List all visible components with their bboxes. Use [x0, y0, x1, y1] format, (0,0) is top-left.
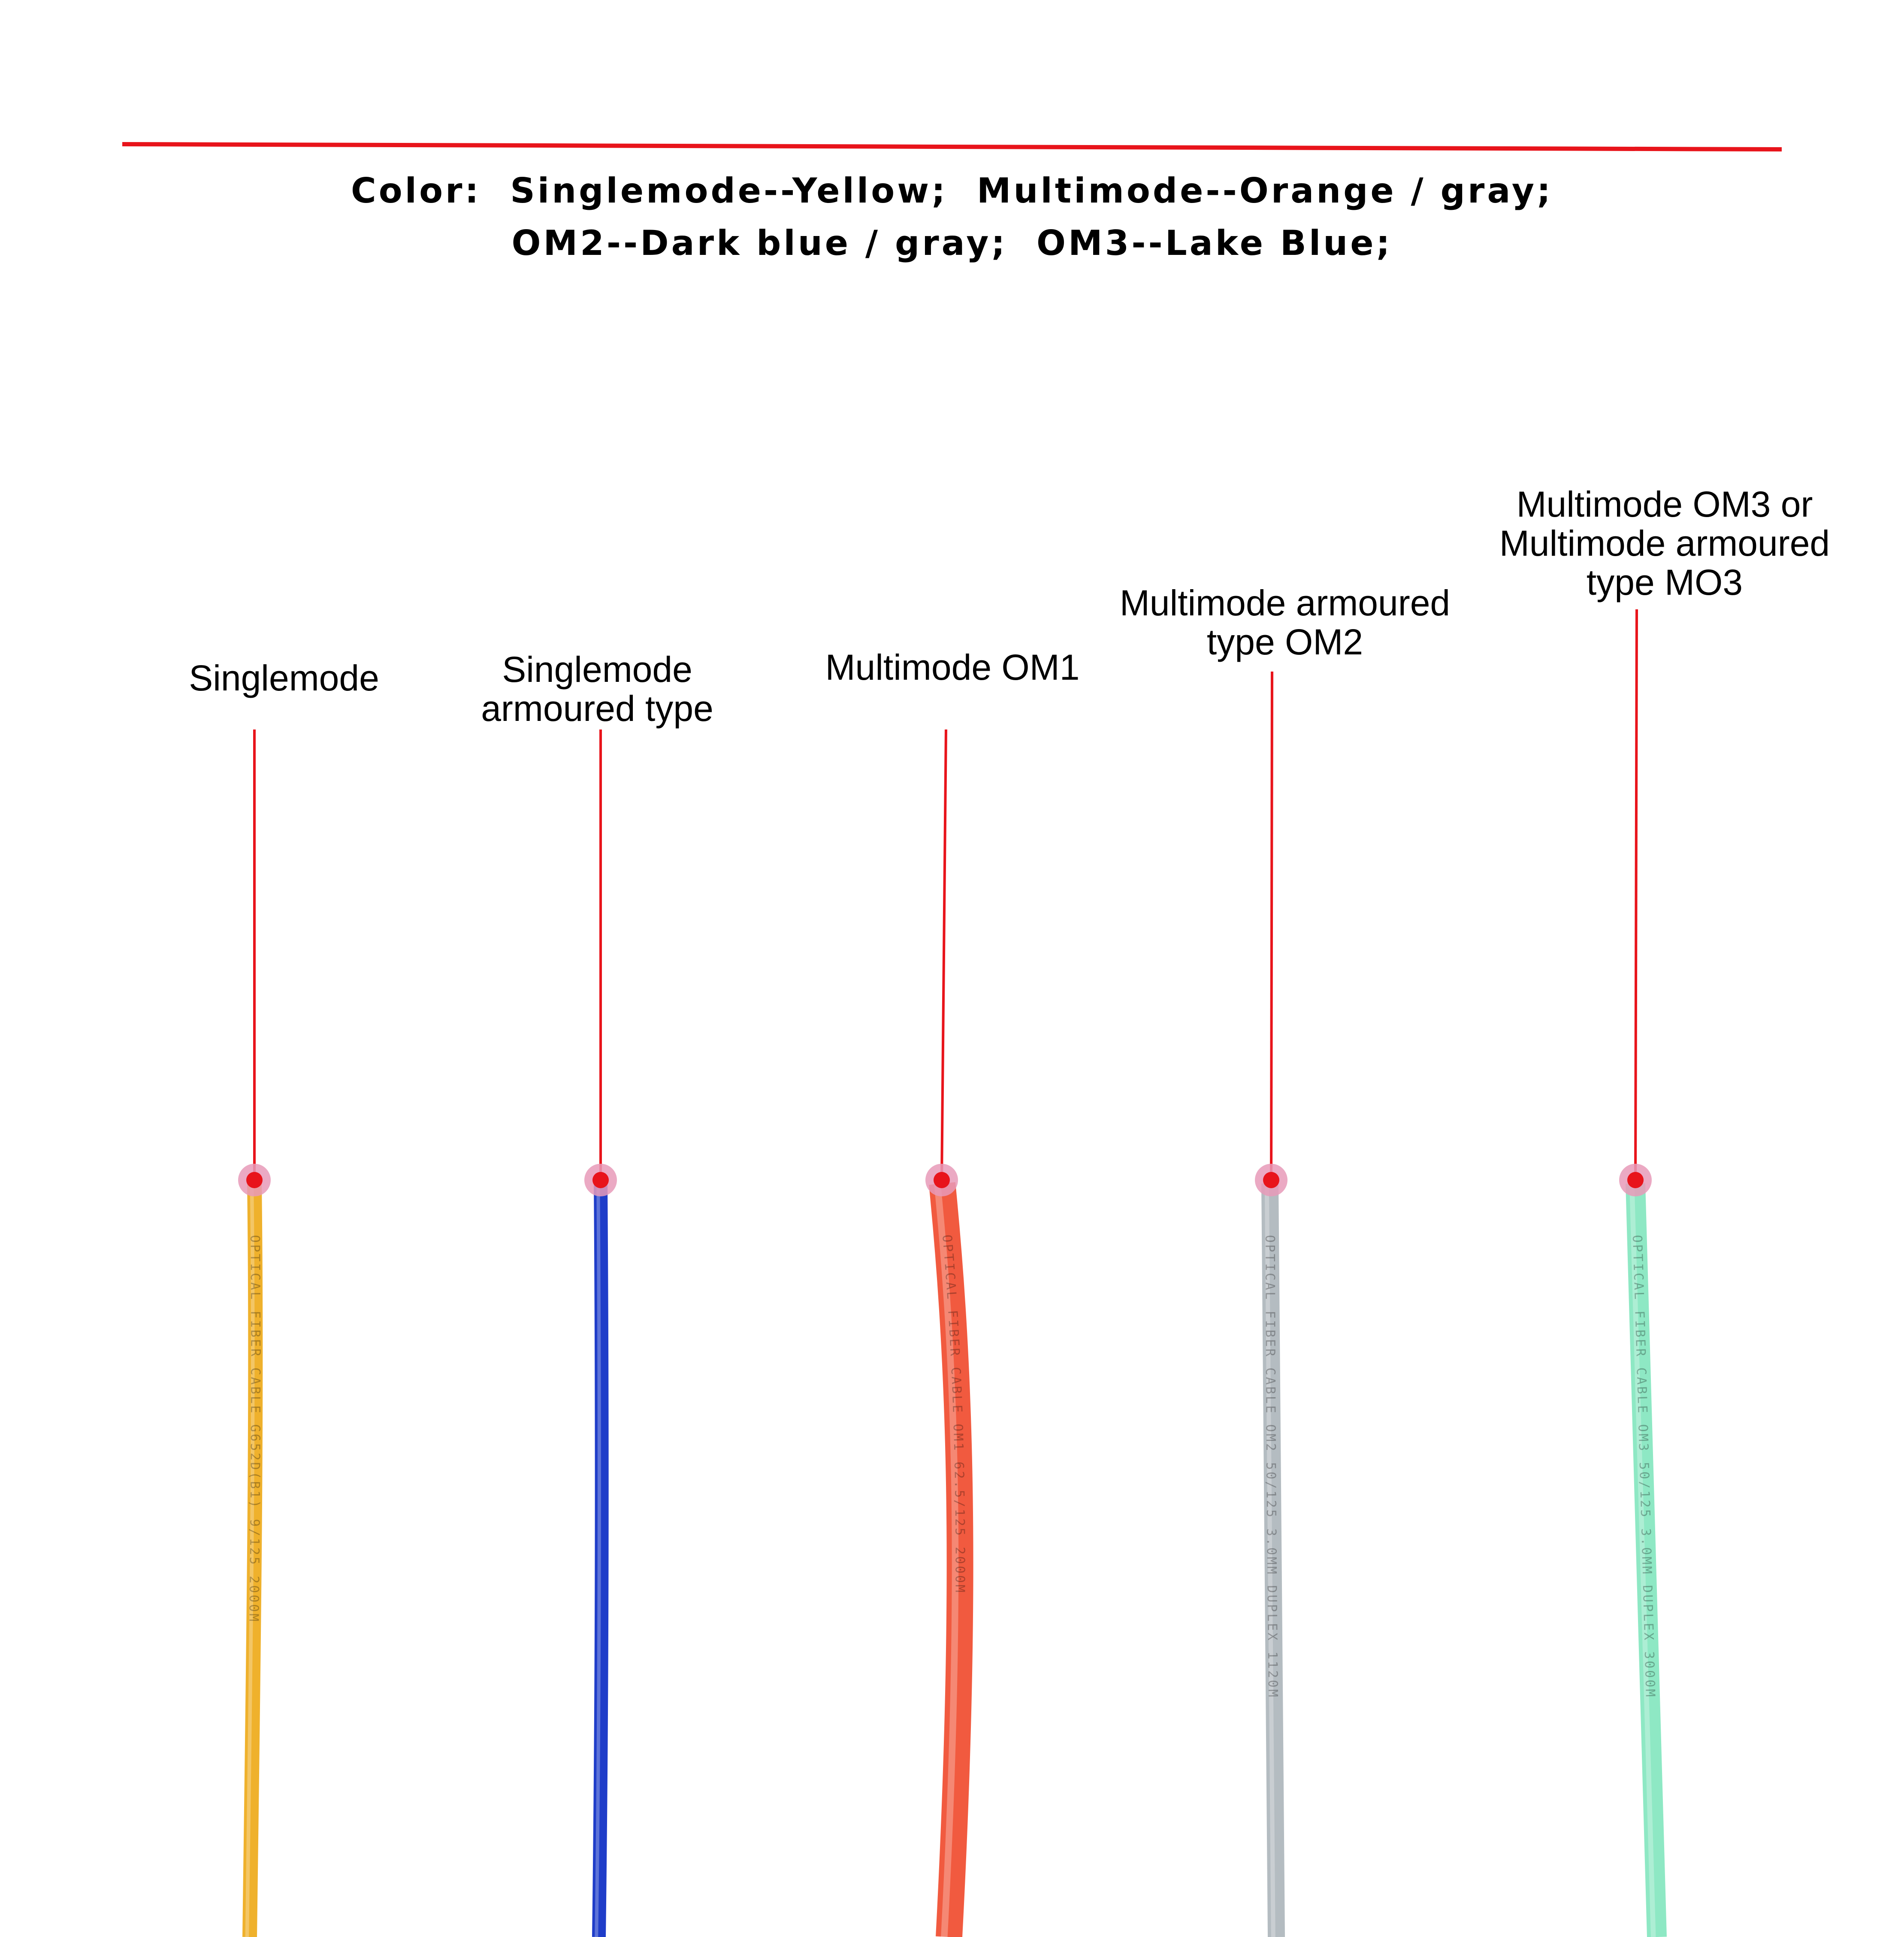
marker-dot — [246, 1172, 263, 1188]
label-singlemode: Singlemode — [155, 659, 413, 698]
cable — [929, 1182, 973, 1937]
header-rule — [122, 142, 1782, 151]
cable-highlight — [1629, 1183, 1656, 1937]
marker-dot — [934, 1172, 950, 1188]
leader-line — [1270, 671, 1273, 1180]
cable — [592, 1183, 609, 1937]
cable-group — [584, 729, 617, 1937]
marker-dot — [1627, 1172, 1644, 1188]
cable-group: OPTICAL FIBER CABLE OM2 50/125 3.0MM DUP… — [1255, 671, 1287, 1937]
cable-print-text: OPTICAL FIBER CABLE G652D(B1) 9/125 2000… — [246, 1235, 263, 1623]
cable-print-text: OPTICAL FIBER CABLE OM2 50/125 3.0MM DUP… — [1262, 1235, 1280, 1699]
cable — [1626, 1183, 1667, 1937]
cable-highlight — [934, 1183, 959, 1937]
color-legend-line-1: Color: Singlemode--Yellow; Multimode--Or… — [351, 171, 1553, 211]
label-line: armoured type — [481, 688, 713, 729]
label-line: Multimode armoured — [1499, 523, 1830, 563]
cable-group: OPTICAL FIBER CABLE G652D(B1) 9/125 2000… — [238, 729, 271, 1937]
label-multimode-armoured-om2: Multimode armoured type OM2 — [1081, 584, 1489, 662]
leader-line — [940, 729, 947, 1180]
label-multimode-om3: Multimode OM3 or Multimode armoured type… — [1450, 485, 1879, 602]
cable-highlight — [595, 1183, 601, 1937]
cable-group: OPTICAL FIBER CABLE OM3 50/125 3.0MM DUP… — [1619, 609, 1667, 1937]
label-multimode-om1: Multimode OM1 — [785, 648, 1120, 687]
cable — [242, 1183, 263, 1937]
label-line: Multimode armoured — [1119, 583, 1451, 623]
label-line: Singlemode — [502, 649, 692, 690]
cable-highlight — [245, 1183, 255, 1937]
label-line: Multimode OM1 — [825, 647, 1080, 687]
cable-group: OPTICAL FIBER CABLE OM1 62.5/125 2000M — [925, 729, 973, 1937]
marker-dot — [592, 1172, 609, 1188]
marker-dot — [1263, 1172, 1279, 1188]
label-line: Singlemode — [189, 658, 379, 698]
label-line: Multimode OM3 or — [1516, 484, 1813, 524]
label-line: type MO3 — [1586, 562, 1743, 602]
cable — [1261, 1183, 1285, 1937]
label-line: type OM2 — [1206, 622, 1363, 662]
label-singlemode-armoured: Singlemode armoured type — [447, 650, 747, 728]
header-red-line — [122, 142, 1782, 151]
leader-line — [1634, 609, 1638, 1180]
color-legend-line-2: OM2--Dark blue / gray; OM3--Lake Blue; — [511, 223, 1393, 263]
cable-highlight — [1264, 1183, 1275, 1937]
